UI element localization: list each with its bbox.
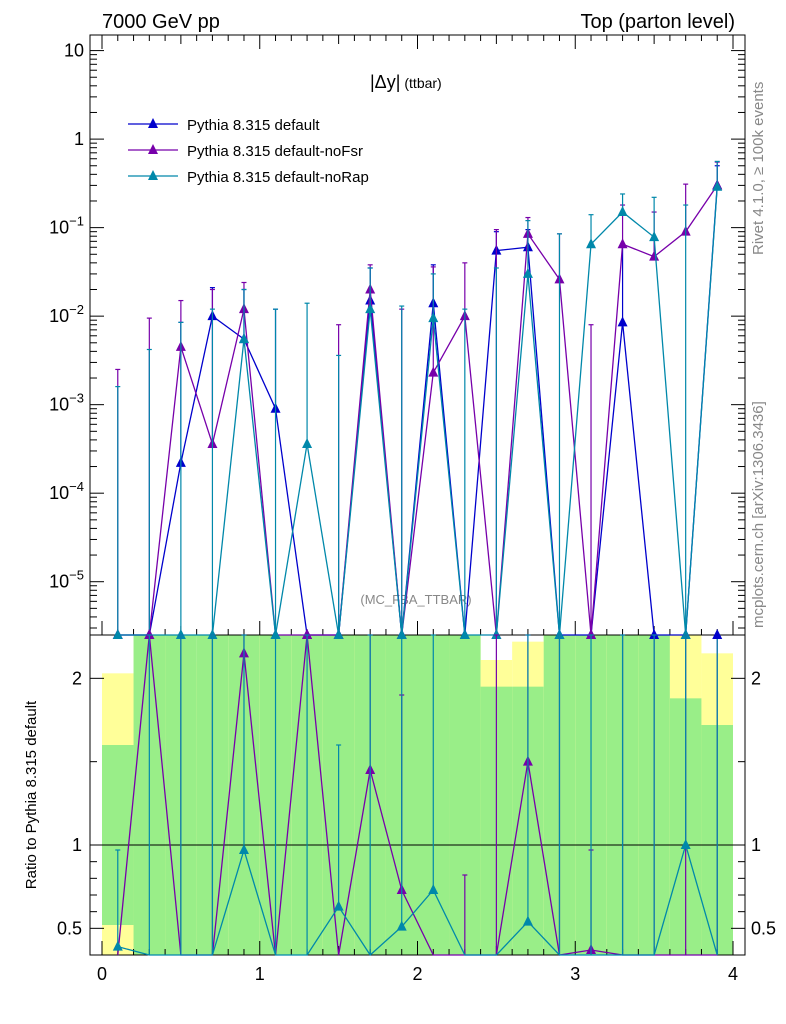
data-point (428, 366, 439, 377)
y-tick-label: 10 (64, 41, 84, 61)
data-point (617, 316, 628, 327)
y-tick-exp: −1 (69, 214, 84, 229)
y-tick-base: 10 (64, 41, 84, 61)
legend-norap: Pythia 8.315 default-noRap (187, 169, 369, 186)
ratio-tick-label: 1 (72, 835, 82, 855)
data-point (712, 180, 723, 191)
plot-title-sub: (ttbar) (404, 75, 441, 91)
y-tick-base: 10 (49, 218, 69, 238)
y-tick-label: 10−1 (49, 214, 84, 238)
mcplots-label: mcplots.cern.ch [arXiv:1306.3436] (750, 401, 767, 628)
y-tick-label: 10−2 (49, 302, 84, 326)
data-point (396, 629, 407, 639)
header-left: 7000 GeV pp (102, 11, 220, 33)
x-tick-label: 0 (97, 964, 107, 984)
data-point (649, 629, 660, 639)
ratio-ylabel: Ratio to Pythia 8.315 default (23, 700, 40, 889)
ratio-point (144, 629, 155, 639)
x-tick-label: 2 (412, 964, 422, 984)
ratio-ref-point (712, 629, 723, 639)
data-point (586, 629, 597, 639)
y-tick-exp: −3 (69, 391, 84, 406)
rivet-label: Rivet 4.1.0, ≥ 100k events (750, 82, 767, 255)
y-tick-exp: −2 (69, 302, 84, 317)
ratio-point (112, 940, 123, 951)
ratio-point (238, 844, 249, 854)
ratio-tick-label: 1 (751, 835, 761, 855)
y-tick-base: 10 (49, 572, 69, 592)
ratio-point (396, 920, 407, 931)
legend-marker-default (148, 118, 158, 128)
legend-nofsr: Pythia 8.315 default-noFsr (187, 143, 363, 160)
plot-title: |Δy| (ttbar) (370, 72, 442, 92)
legend: Pythia 8.315 default Pythia 8.315 defaul… (128, 117, 369, 186)
x-tick-label: 4 (728, 964, 738, 984)
series-line (117, 185, 718, 636)
legend-marker-nofsr (148, 144, 158, 154)
y-tick-base: 1 (74, 129, 84, 149)
legend-marker-norap (148, 170, 158, 180)
y-tick-label: 10−3 (49, 391, 84, 415)
data-point (302, 437, 313, 448)
ratio-tick-label: 2 (72, 668, 82, 688)
data-point (207, 629, 218, 639)
data-point (522, 267, 533, 278)
y-tick-exp: −4 (69, 479, 84, 494)
data-point (238, 333, 249, 344)
x-tick-label: 1 (255, 964, 265, 984)
data-point (428, 312, 439, 323)
ratio-tick-label: 0.5 (751, 918, 776, 938)
ratio-tick-label: 0.5 (57, 918, 82, 938)
y-tick-base: 10 (49, 483, 69, 503)
data-point (333, 629, 344, 639)
y-tick-label: 1 (74, 129, 84, 149)
legend-default: Pythia 8.315 default (187, 117, 320, 134)
y-tick-base: 10 (49, 306, 69, 326)
ratio-point (302, 629, 313, 639)
ratio-point (428, 884, 439, 894)
ratio-series-line (117, 634, 718, 956)
data-point (617, 238, 628, 249)
data-point (112, 629, 123, 639)
ratio-point (680, 839, 691, 849)
plot-title-main: |Δy| (370, 72, 400, 92)
ratio-point (333, 900, 344, 911)
series-line (117, 185, 718, 636)
data-point (175, 629, 186, 639)
x-tick-label: 3 (570, 964, 580, 984)
y-tick-exp: −5 (69, 568, 84, 583)
data-point (680, 629, 691, 639)
data-point (649, 250, 660, 261)
data-point (649, 231, 660, 242)
ratio-point (522, 915, 533, 926)
ratio-series-line (117, 842, 718, 956)
data-point (617, 206, 628, 217)
series-line (117, 186, 718, 636)
data-point (270, 629, 281, 639)
data-point (554, 629, 565, 639)
data-point (459, 629, 470, 639)
y-tick-label: 10−4 (49, 479, 84, 503)
y-tick-base: 10 (49, 395, 69, 415)
data-point (491, 629, 502, 639)
data-point (365, 303, 376, 314)
watermark: (MC_FBA_TTBAR) (360, 592, 471, 607)
ratio-tick-label: 2 (751, 668, 761, 688)
y-tick-label: 10−5 (49, 568, 84, 592)
data-point (586, 238, 597, 249)
header-right: Top (parton level) (580, 11, 735, 33)
